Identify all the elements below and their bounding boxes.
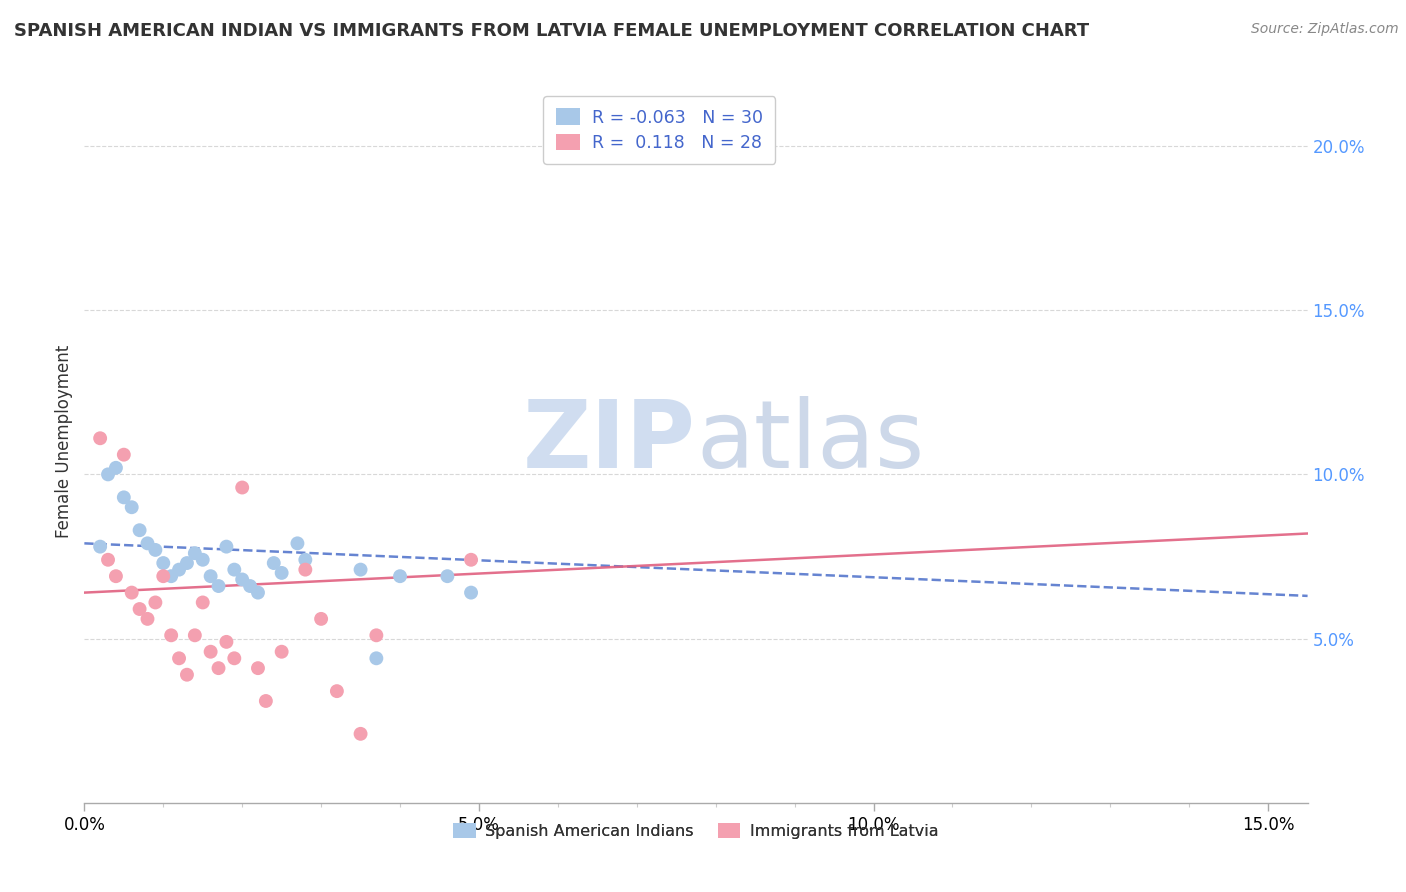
Point bbox=[152, 569, 174, 583]
Point bbox=[231, 481, 253, 495]
Point bbox=[128, 602, 150, 616]
Point bbox=[326, 684, 349, 698]
Point bbox=[176, 667, 198, 681]
Point bbox=[184, 628, 207, 642]
Point bbox=[215, 540, 238, 554]
Point bbox=[191, 553, 214, 567]
Point bbox=[167, 651, 190, 665]
Legend: Spanish American Indians, Immigrants from Latvia: Spanish American Indians, Immigrants fro… bbox=[447, 816, 945, 846]
Point bbox=[231, 573, 253, 587]
Point bbox=[160, 569, 183, 583]
Point bbox=[246, 661, 269, 675]
Point bbox=[224, 651, 246, 665]
Text: Source: ZipAtlas.com: Source: ZipAtlas.com bbox=[1251, 22, 1399, 37]
Point bbox=[294, 553, 316, 567]
Point bbox=[215, 635, 238, 649]
Point bbox=[263, 556, 285, 570]
Point bbox=[152, 556, 174, 570]
Point bbox=[104, 460, 127, 475]
Point bbox=[145, 542, 167, 557]
Point bbox=[294, 563, 316, 577]
Text: atlas: atlas bbox=[696, 395, 924, 488]
Point bbox=[104, 569, 127, 583]
Point bbox=[207, 579, 229, 593]
Point bbox=[349, 727, 371, 741]
Point bbox=[136, 612, 159, 626]
Point bbox=[349, 563, 371, 577]
Point bbox=[167, 563, 190, 577]
Point bbox=[460, 585, 482, 599]
Point bbox=[207, 661, 229, 675]
Point bbox=[270, 566, 292, 580]
Point bbox=[460, 553, 482, 567]
Point bbox=[121, 585, 143, 599]
Point bbox=[239, 579, 262, 593]
Point bbox=[200, 645, 222, 659]
Point bbox=[97, 467, 120, 482]
Point bbox=[89, 540, 111, 554]
Point bbox=[224, 563, 246, 577]
Point bbox=[121, 500, 143, 515]
Point bbox=[136, 536, 159, 550]
Point bbox=[176, 556, 198, 570]
Point bbox=[366, 651, 388, 665]
Point bbox=[184, 546, 207, 560]
Point bbox=[160, 628, 183, 642]
Text: ZIP: ZIP bbox=[523, 395, 696, 488]
Point bbox=[287, 536, 309, 550]
Point bbox=[436, 569, 458, 583]
Point bbox=[366, 628, 388, 642]
Point bbox=[112, 448, 135, 462]
Point bbox=[389, 569, 412, 583]
Point bbox=[191, 595, 214, 609]
Y-axis label: Female Unemployment: Female Unemployment bbox=[55, 345, 73, 538]
Point bbox=[89, 431, 111, 445]
Point bbox=[309, 612, 332, 626]
Point bbox=[97, 553, 120, 567]
Point bbox=[112, 491, 135, 505]
Text: SPANISH AMERICAN INDIAN VS IMMIGRANTS FROM LATVIA FEMALE UNEMPLOYMENT CORRELATIO: SPANISH AMERICAN INDIAN VS IMMIGRANTS FR… bbox=[14, 22, 1090, 40]
Point bbox=[254, 694, 277, 708]
Point bbox=[128, 523, 150, 537]
Point bbox=[270, 645, 292, 659]
Point bbox=[145, 595, 167, 609]
Point bbox=[246, 585, 269, 599]
Point bbox=[200, 569, 222, 583]
